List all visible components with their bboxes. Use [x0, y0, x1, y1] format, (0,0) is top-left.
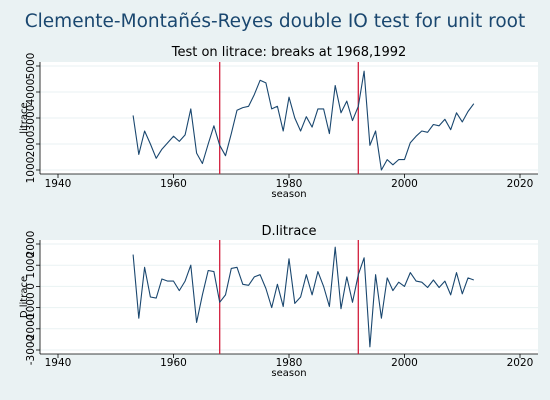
y-tick-label: 1000 [25, 252, 37, 279]
x-tick-label: 1980 [276, 357, 303, 369]
figure-title: Clemente-Montañés-Reyes double IO test f… [25, 11, 526, 32]
y-tick-label: 0 [25, 283, 37, 290]
x-axis-title: season [271, 189, 306, 200]
x-tick-label: 2020 [507, 357, 534, 369]
x-tick-label: 1960 [160, 357, 187, 369]
y-tick-label: -3000 [25, 335, 37, 366]
y-tick-label: 5000 [25, 53, 37, 80]
x-tick-label: 1940 [45, 357, 72, 369]
y-tick-label: 3000 [25, 105, 37, 132]
x-tick-label: 2000 [391, 178, 418, 190]
series-line [132, 246, 474, 348]
panel-title: Test on litrace: breaks at 1968,1992 [171, 45, 407, 60]
x-tick-label: 1980 [276, 178, 303, 190]
x-axis-title: season [271, 368, 306, 379]
y-tick-label: 1000 [25, 157, 37, 184]
x-tick-label: 1960 [160, 178, 187, 190]
y-tick-label: 2000 [25, 131, 37, 158]
series-line [132, 70, 475, 171]
chart-panels: Test on litrace: breaks at 1968,1992 1000… [19, 45, 538, 379]
panel-title: D.litrace [262, 224, 317, 239]
x-tick-label: 2000 [391, 357, 418, 369]
chart-panel-1: Test on litrace: breaks at 1968,1992 1000… [19, 45, 538, 200]
y-tick-label: -1000 [25, 292, 37, 323]
y-tick-label: 4000 [25, 79, 37, 106]
y-tick-label: -2000 [25, 314, 37, 345]
x-tick-label: 2020 [507, 178, 534, 190]
plot-area [40, 240, 538, 354]
x-tick-label: 1940 [45, 178, 72, 190]
y-tick-label: 2000 [25, 231, 37, 258]
y-axis-title: D.litrace [19, 276, 30, 318]
y-axis-title: litrace [19, 102, 30, 133]
